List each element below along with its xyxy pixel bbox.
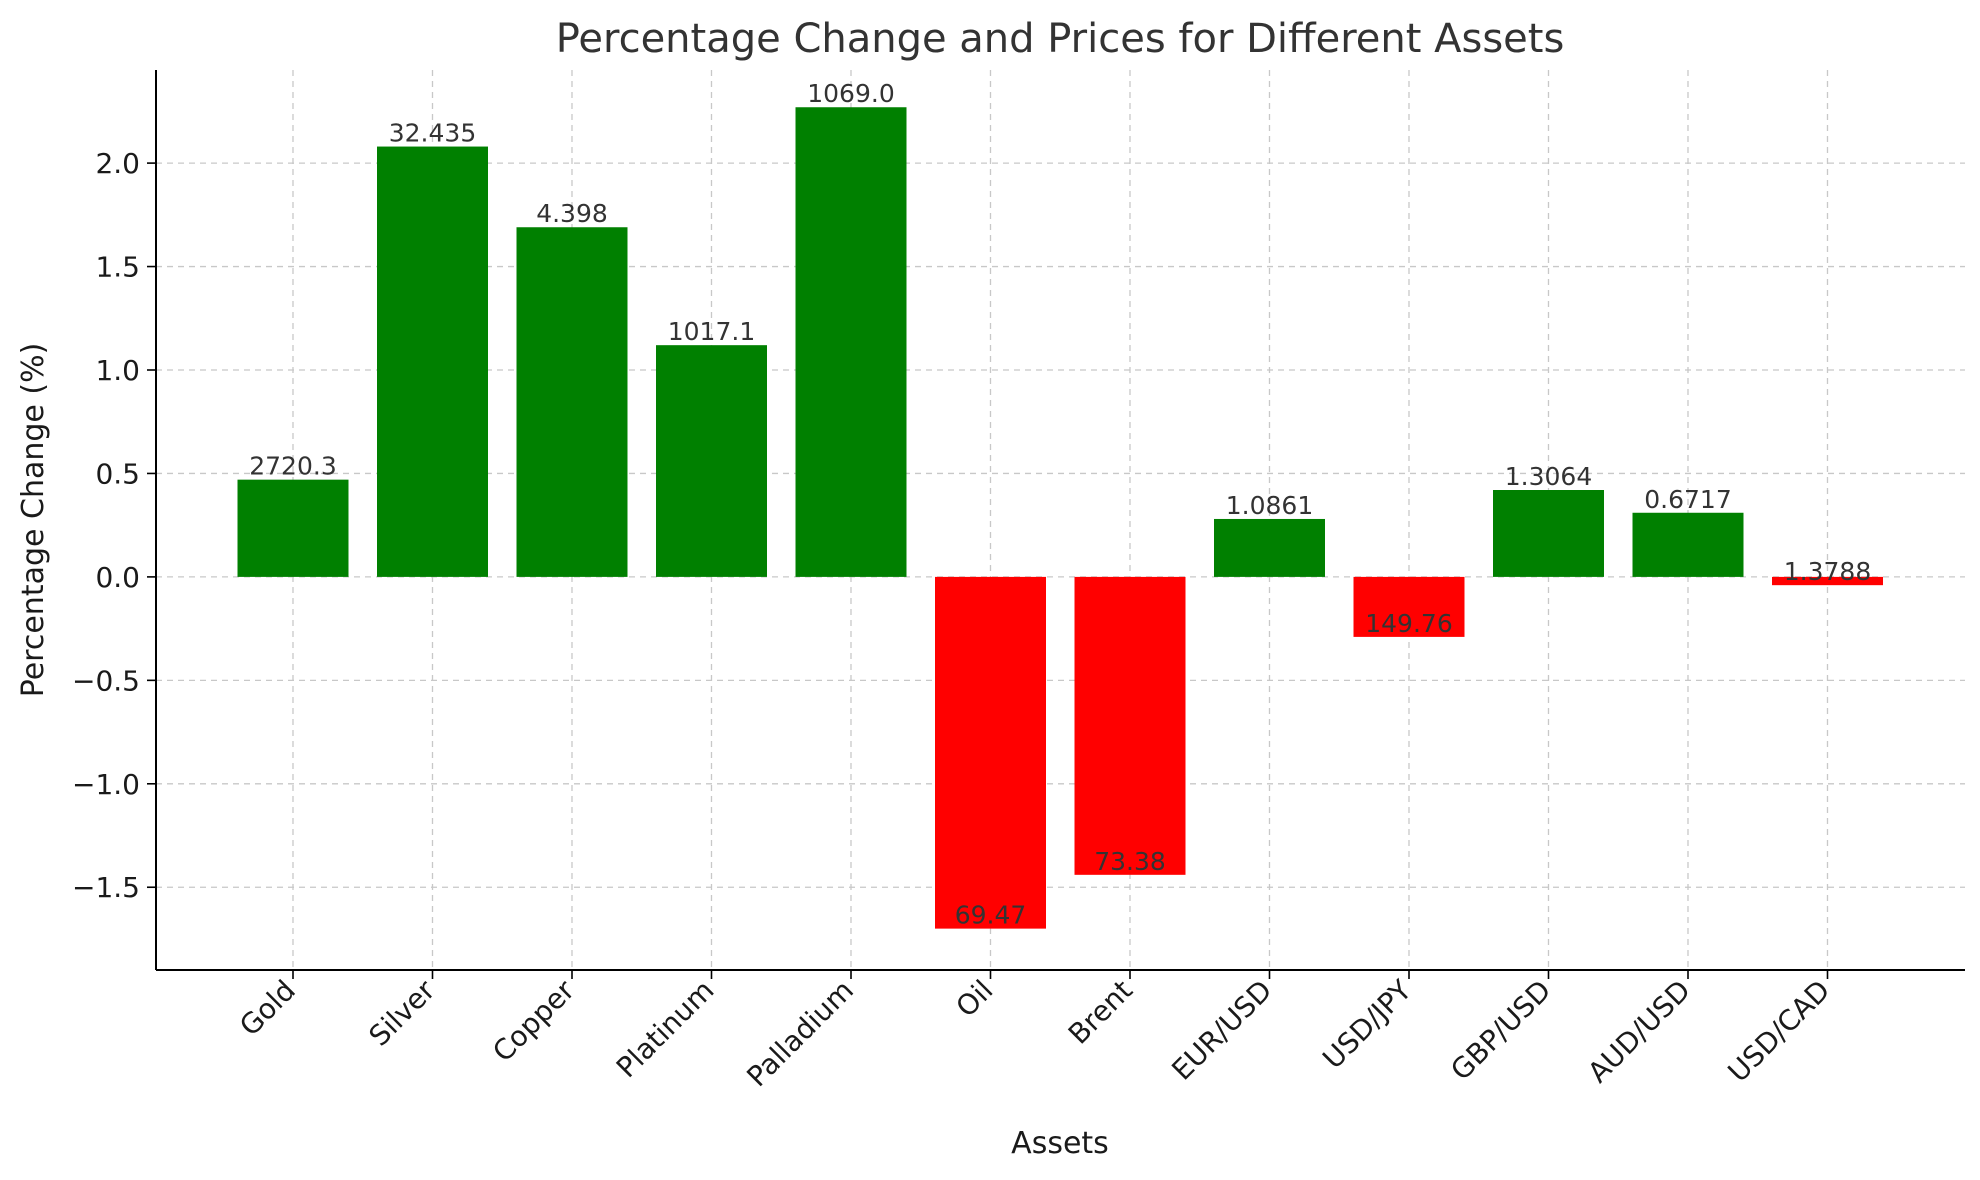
bar-oil xyxy=(935,576,1046,929)
x-ticks: Gold Silver Copper Platinum Palladium Oil Bren… xyxy=(233,970,1836,1093)
bar-value-label: 1.3064 xyxy=(1505,462,1592,491)
bar-value-label: 1.0861 xyxy=(1226,491,1313,520)
bar-labels: 2720.3 32.435 4.398 1017.1 1069.0 69.47 73.38 1… xyxy=(249,79,1871,929)
bar-value-label: 4.398 xyxy=(536,199,608,228)
bar-aud-usd xyxy=(1632,512,1744,577)
y-tick-label: −0.5 xyxy=(72,664,140,697)
y-tick-label: 0.5 xyxy=(95,457,140,490)
y-tick-label: 2.0 xyxy=(95,147,140,180)
x-tick-label: Palladium xyxy=(740,974,860,1094)
bar-gold xyxy=(237,479,349,577)
bar-copper xyxy=(516,227,628,577)
x-tick-label: Copper xyxy=(486,973,581,1068)
x-tick-label: GBP/USD xyxy=(1444,974,1557,1087)
y-tick-label: 1.0 xyxy=(95,354,140,387)
x-tick-label: Gold xyxy=(233,974,302,1043)
x-tick-label: Brent xyxy=(1062,974,1139,1051)
y-tick-label: −1.0 xyxy=(72,768,140,801)
bar-eur-usd xyxy=(1214,518,1325,577)
x-tick-label: Platinum xyxy=(610,974,721,1085)
bars xyxy=(237,107,1883,929)
bar-value-label: 2720.3 xyxy=(249,452,336,481)
x-tick-label: EUR/USD xyxy=(1165,974,1278,1087)
bar-usd-cad xyxy=(1772,576,1883,586)
bar-value-label: 1069.0 xyxy=(807,79,894,108)
bar-value-label: 69.47 xyxy=(955,901,1027,930)
bar-value-label: 73.38 xyxy=(1094,847,1166,876)
x-tick-label: USD/CAD xyxy=(1722,974,1837,1089)
bar-platinum xyxy=(656,345,767,577)
x-tick-label: Oil xyxy=(950,974,1000,1024)
x-tick-label: AUD/USD xyxy=(1581,974,1697,1090)
bar-silver xyxy=(377,146,488,577)
y-ticks: −1.5 −1.0 −0.5 0.0 0.5 1.0 1.5 2.0 xyxy=(72,147,156,904)
y-tick-label: 0.0 xyxy=(95,561,140,594)
y-axis-label: Percentage Change (%) xyxy=(16,343,51,698)
bar-value-label: 32.435 xyxy=(389,119,476,148)
bar-value-label: 149.76 xyxy=(1365,609,1452,638)
bar-value-label: 1017.1 xyxy=(668,317,755,346)
axes xyxy=(155,70,1965,971)
y-tick-label: 1.5 xyxy=(95,251,140,284)
x-tick-label: USD/JPY xyxy=(1316,973,1418,1075)
bar-brent xyxy=(1074,576,1186,875)
y-tick-label: −1.5 xyxy=(72,871,140,904)
x-axis-label: Assets xyxy=(1011,1126,1109,1161)
bar-gbp-usd xyxy=(1493,490,1604,577)
bar-value-label: 1.3788 xyxy=(1784,557,1871,586)
bar-value-label: 0.6717 xyxy=(1644,485,1731,514)
bar-palladium xyxy=(795,107,907,577)
x-tick-label: Silver xyxy=(363,973,442,1052)
bar-usd-jpy xyxy=(1353,576,1465,637)
chart-title: Percentage Change and Prices for Differe… xyxy=(556,16,1565,62)
